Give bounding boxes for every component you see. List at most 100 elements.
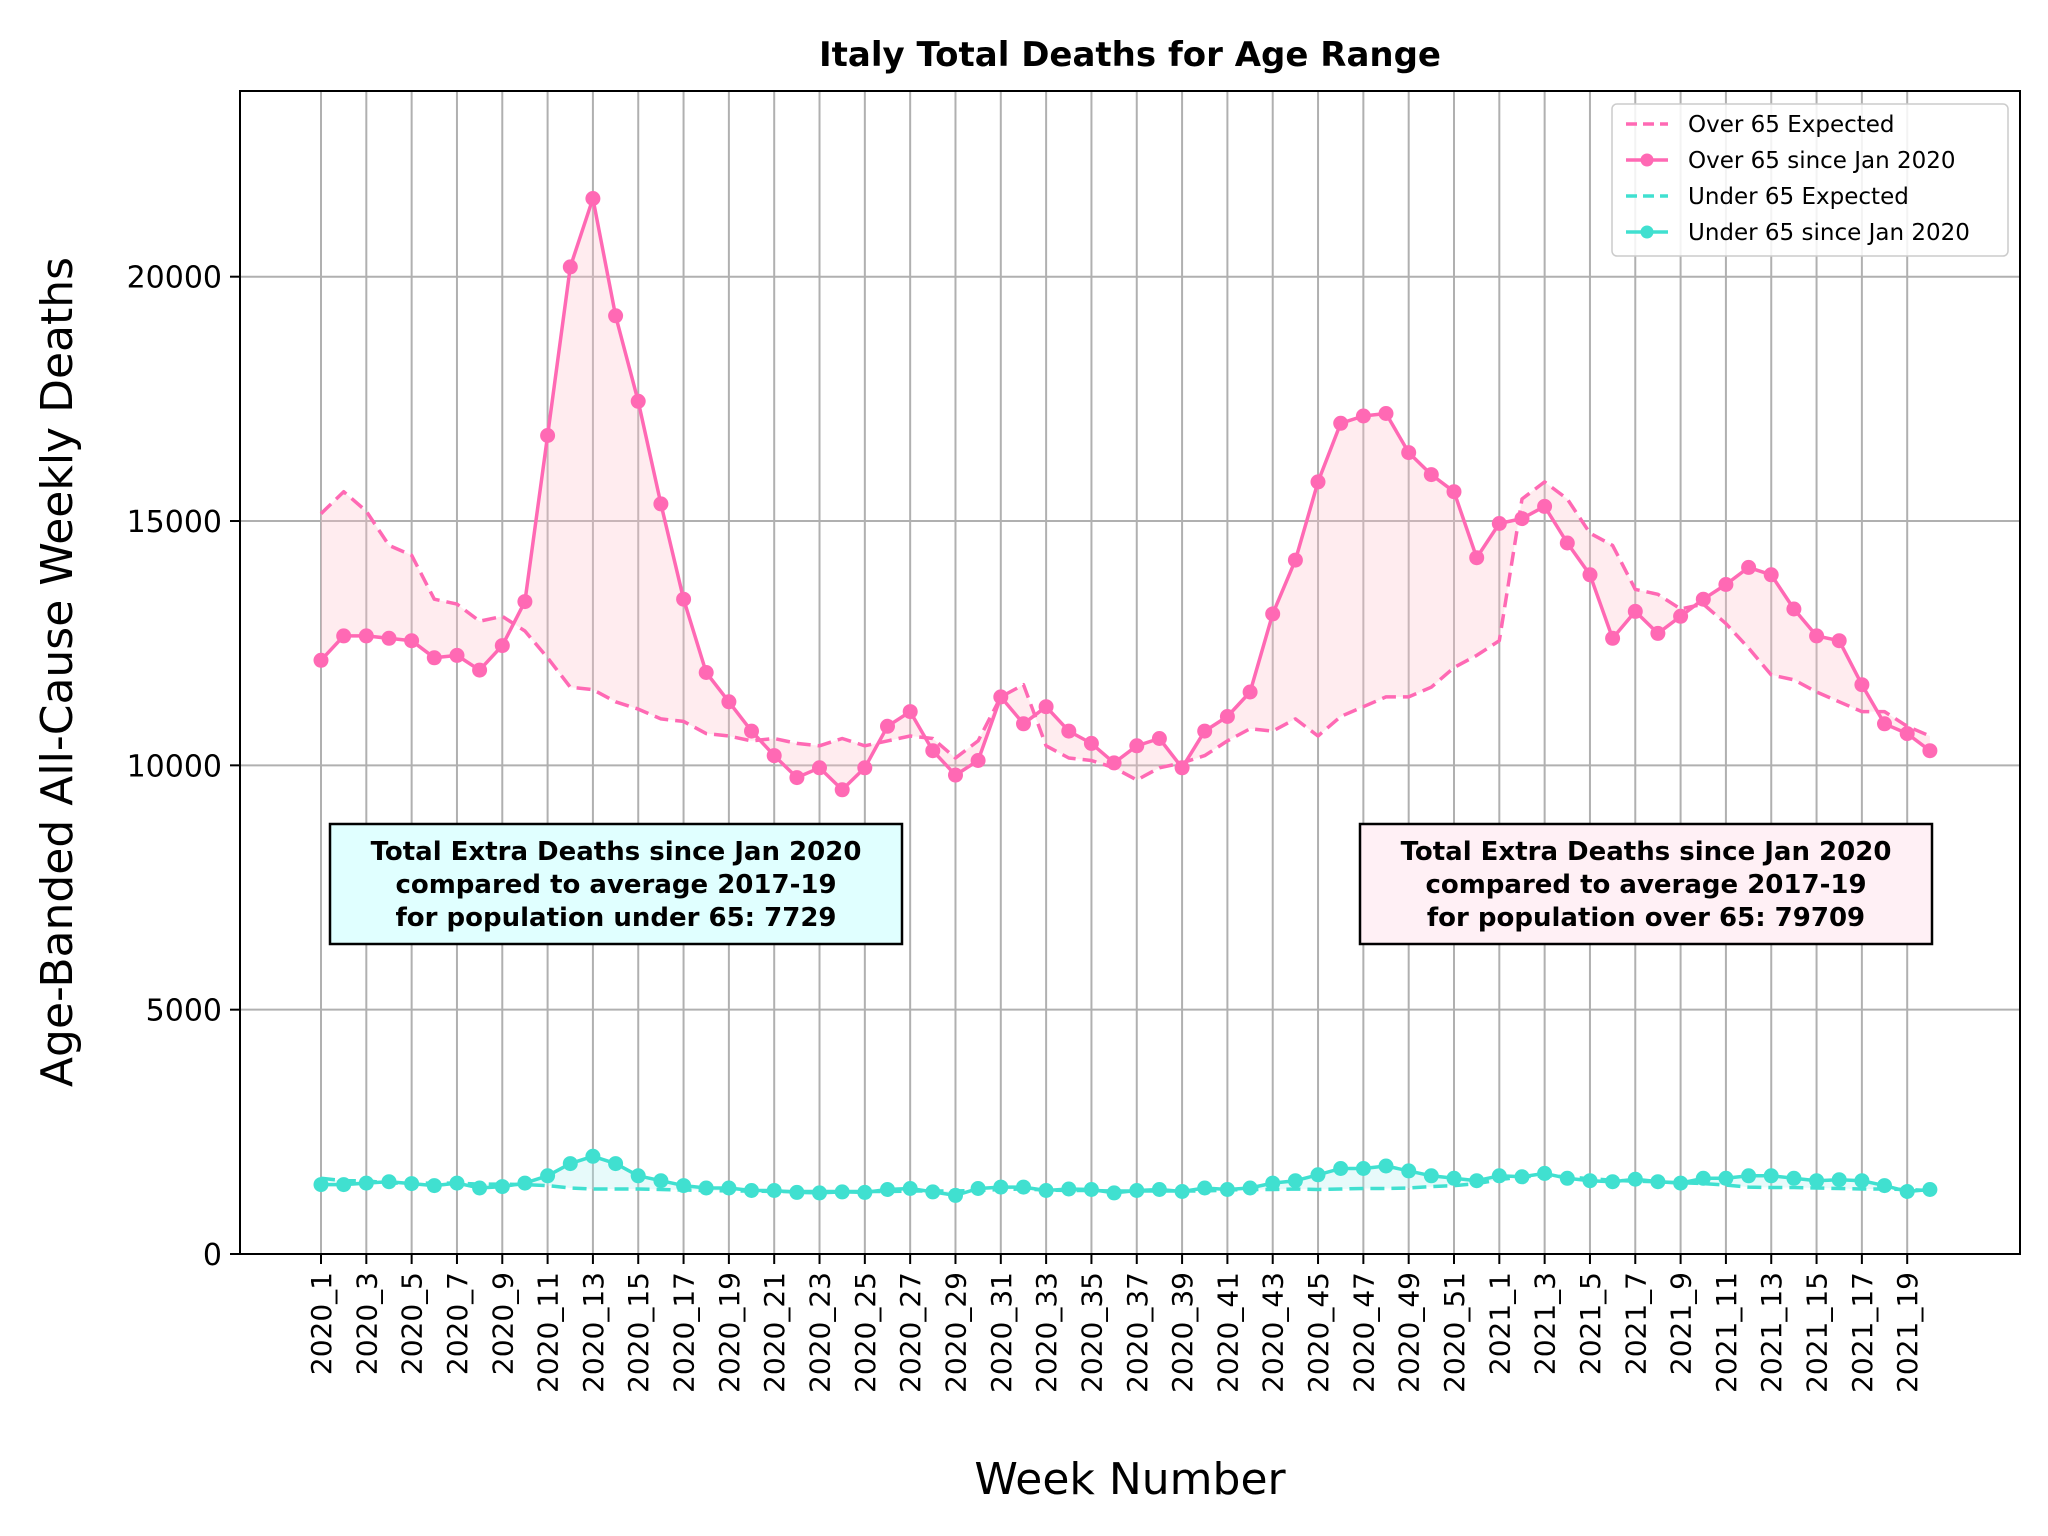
over-65-since-jan-2020-point: [630, 393, 646, 409]
over-65-since-jan-2020-point: [585, 191, 601, 206]
under-65-since-jan-2020-point: [1582, 1173, 1598, 1189]
under-65-since-jan-2020-point: [472, 1180, 488, 1196]
y-axis-label: Age-Banded All-Cause Weekly Deaths: [32, 257, 83, 1087]
under-65-since-jan-2020-point: [336, 1177, 352, 1193]
over-65-since-jan-2020-point: [1242, 684, 1258, 700]
legend: Over 65 Expected Over 65 since Jan 2020 Un…: [1611, 103, 2009, 257]
under-65-since-jan-2020-point: [1219, 1182, 1235, 1197]
under-65-since-jan-2020-point: [1265, 1175, 1281, 1191]
under-65-since-jan-2020-point: [834, 1184, 850, 1200]
x-tick-label: 2020_31: [985, 1272, 1018, 1393]
x-tick-label: 2021_19: [1891, 1272, 1924, 1393]
legend-box: [1611, 103, 2009, 257]
x-tick-label: 2020_35: [1075, 1272, 1108, 1393]
annotation-line: compared to average 2017-19: [395, 870, 836, 900]
over-65-since-jan-2020-point: [1514, 511, 1530, 527]
over-65-since-jan-2020-point: [1741, 559, 1757, 575]
under-65-since-jan-2020-point: [1378, 1158, 1394, 1174]
under-65-since-jan-2020-point: [1446, 1170, 1462, 1186]
over-65-since-jan-2020-point: [608, 308, 624, 324]
over-65-since-jan-2020-point: [676, 591, 692, 607]
under-65-since-jan-2020-point: [1197, 1180, 1213, 1196]
over-65-since-jan-2020-point: [1401, 445, 1417, 461]
under-65-since-jan-2020-point: [1605, 1174, 1621, 1190]
over-65-since-jan-2020-point: [1809, 628, 1825, 644]
under-65-since-jan-2020-point: [744, 1183, 759, 1198]
over-65-since-jan-2020-point: [1174, 760, 1190, 776]
over-65-since-jan-2020-point: [1061, 723, 1077, 739]
x-tick-label: 2020_7: [441, 1272, 474, 1375]
x-tick-label: 2020_45: [1302, 1272, 1335, 1393]
over-65-expected-line: [319, 480, 1931, 782]
x-tick-label: 2020_37: [1121, 1272, 1154, 1393]
under-65-since-jan-2020-point: [1174, 1184, 1190, 1199]
over-65-since-jan-2020-point: [1151, 731, 1167, 746]
under-65-since-jan-2020-point: [1559, 1170, 1575, 1186]
annotations: Total Extra Deaths since Jan 2020 compare…: [328, 822, 1934, 946]
x-tick-label: 2020_51: [1438, 1272, 1471, 1393]
legend-marker-under-65-since-jan-2020: [1640, 225, 1654, 239]
under-65-since-jan-2020-point: [948, 1187, 963, 1203]
under-65-since-jan-2020-point: [766, 1183, 782, 1198]
under-65-since-jan-2020-point: [358, 1175, 374, 1191]
fill-layer: [321, 198, 1930, 1196]
under-65-since-jan-2020-point: [1333, 1161, 1349, 1176]
over-65-since-jan-2020-point: [812, 760, 827, 776]
x-axis: 2020_1 2020_3 2020_5 2020_7 2020_9 2020_11 202…: [305, 1254, 1924, 1393]
under-65-since-jan-2020-point: [1922, 1182, 1938, 1197]
under-65-since-jan-2020-point: [1650, 1174, 1666, 1190]
over-65-since-jan-2020-point: [1627, 603, 1643, 619]
over-65-since-jan-2020-point: [857, 760, 873, 776]
under-65-since-jan-2020-point: [676, 1178, 692, 1194]
over-65-since-jan-2020-point: [925, 743, 941, 759]
under-65-since-jan-2020-point: [993, 1179, 1009, 1195]
under-65-since-jan-2020-point: [540, 1168, 556, 1184]
x-tick-label: 2020_49: [1393, 1272, 1426, 1393]
x-tick-label: 2021_7: [1619, 1272, 1652, 1375]
series-layer: [313, 191, 1938, 1203]
over-65-since-jan-2020-point: [1491, 516, 1507, 531]
over-65-since-jan-2020-point: [1537, 498, 1553, 514]
under-65-since-jan-2020-point: [1310, 1167, 1326, 1183]
under-65-since-jan-2020-point: [902, 1181, 918, 1196]
annotation-box-over65: [1358, 822, 1934, 946]
over-65-since-jan-2020-point: [1106, 755, 1122, 771]
over-65-since-jan-2020-point: [1016, 716, 1031, 732]
over-65-since-jan-2020-point: [1605, 630, 1621, 646]
under-65-since-jan-2020-point: [1899, 1184, 1915, 1199]
x-tick-label: 2020_23: [804, 1272, 837, 1393]
annotation-line: Total Extra Deaths since Jan 2020: [1401, 837, 1892, 867]
under-65-since-jan-2020-point: [1537, 1165, 1553, 1181]
x-tick-label: 2021_13: [1755, 1272, 1788, 1393]
over-65-since-jan-2020-point: [1695, 591, 1711, 607]
under-65-since-jan-2020-point: [880, 1182, 895, 1197]
under-65-since-jan-2020-point: [1242, 1180, 1258, 1196]
under-65-since-jan-2020-point: [585, 1148, 601, 1164]
x-tick-label: 2020_41: [1211, 1272, 1244, 1393]
plot-frame: [239, 90, 2021, 1255]
under-65-since-jan-2020-point: [1809, 1173, 1825, 1189]
under-65-since-jan-2020-point: [1718, 1170, 1734, 1186]
over-65-since-jan-2020-point: [993, 689, 1009, 705]
under-65-since-jan-2020-point: [630, 1168, 646, 1184]
x-tick-label: 2021_11: [1710, 1272, 1743, 1393]
over-65-since-jan-2020-point: [404, 633, 420, 649]
legend-label-under-65-expected: Under 65 Expected: [1688, 184, 1909, 210]
over-65-since-jan-2020-point: [1673, 608, 1689, 624]
under-65-since-jan-2020-point: [608, 1156, 624, 1172]
over-65-since-jan-2020-point: [381, 630, 397, 646]
x-tick-label: 2020_11: [532, 1272, 565, 1393]
under-65-since-jan-2020-point: [1287, 1173, 1303, 1189]
annotation-line: for population under 65: 7729: [396, 903, 837, 933]
under-65-since-jan-2020-point: [313, 1177, 329, 1193]
over-65-since-jan-2020-point: [1718, 577, 1734, 592]
x-tick-label: 2021_17: [1846, 1272, 1879, 1393]
over-65-since-jan-2020-point: [1038, 699, 1054, 715]
over-65-since-jan-2020-point: [789, 770, 805, 786]
under-65-since-jan-2020-point: [1877, 1178, 1892, 1194]
over-65-since-jan-2020-point: [1469, 550, 1485, 566]
over-65-since-jan-2020-point: [517, 594, 533, 610]
x-tick-label: 2020_1: [305, 1272, 338, 1375]
over-65-since-jan-2020-point: [1786, 601, 1802, 617]
